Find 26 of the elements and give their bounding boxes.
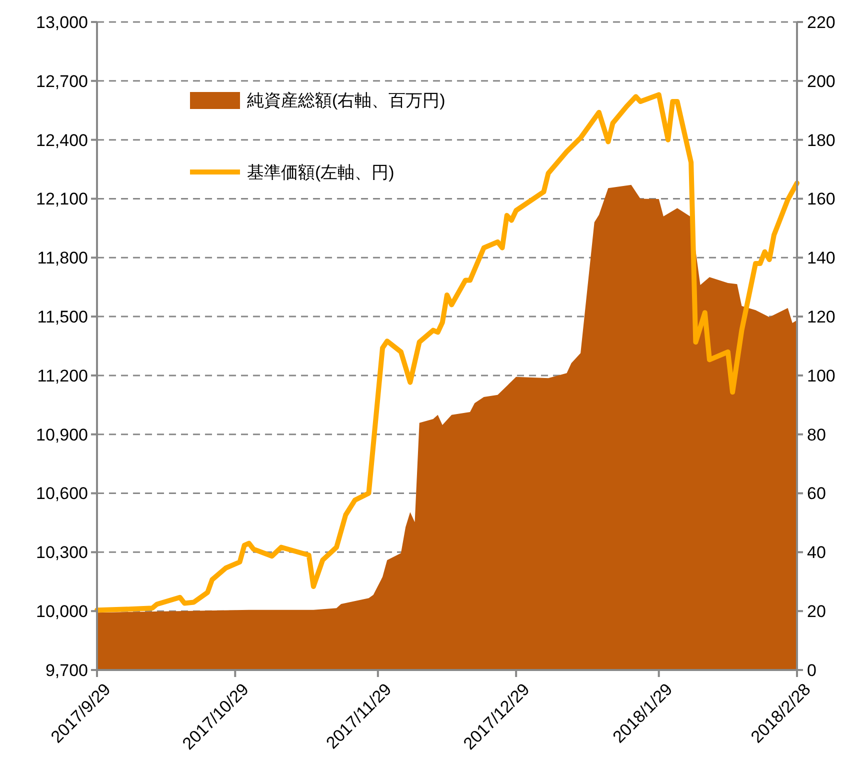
y2-tick-label: 220 xyxy=(807,12,836,32)
y2-tick-label: 140 xyxy=(807,248,836,268)
y-tick-label: 12,700 xyxy=(36,72,88,91)
y-tick-label: 12,100 xyxy=(36,190,88,209)
y2-tick-label: 40 xyxy=(807,543,826,562)
y2-tick-label: 200 xyxy=(807,72,836,91)
y2-tick-label: 120 xyxy=(807,307,836,326)
y-tick-label: 12,400 xyxy=(36,130,88,150)
y2-tick-label: 0 xyxy=(807,660,816,680)
y-tick-label: 10,600 xyxy=(36,484,88,504)
y2-tick-label: 100 xyxy=(807,366,836,386)
y2-tick-label: 180 xyxy=(807,130,836,150)
y-tick-label: 10,300 xyxy=(36,543,88,562)
legend-label: 基準価額(左軸、円) xyxy=(247,162,394,182)
y2-tick-label: 160 xyxy=(807,190,836,209)
y-tick-label: 11,800 xyxy=(37,248,88,268)
y-tick-label: 11,500 xyxy=(37,307,88,326)
y-tick-label: 9,700 xyxy=(45,660,88,680)
y2-tick-label: 80 xyxy=(807,425,826,444)
y-tick-label: 10,900 xyxy=(36,425,88,444)
y-tick-label: 11,200 xyxy=(37,366,88,386)
y2-tick-label: 20 xyxy=(807,602,826,622)
y2-tick-label: 60 xyxy=(807,484,826,504)
legend-label: 純資産総額(右軸、百万円) xyxy=(247,90,446,110)
y-tick-label: 10,000 xyxy=(36,602,88,622)
y-tick-label: 13,000 xyxy=(36,12,88,32)
